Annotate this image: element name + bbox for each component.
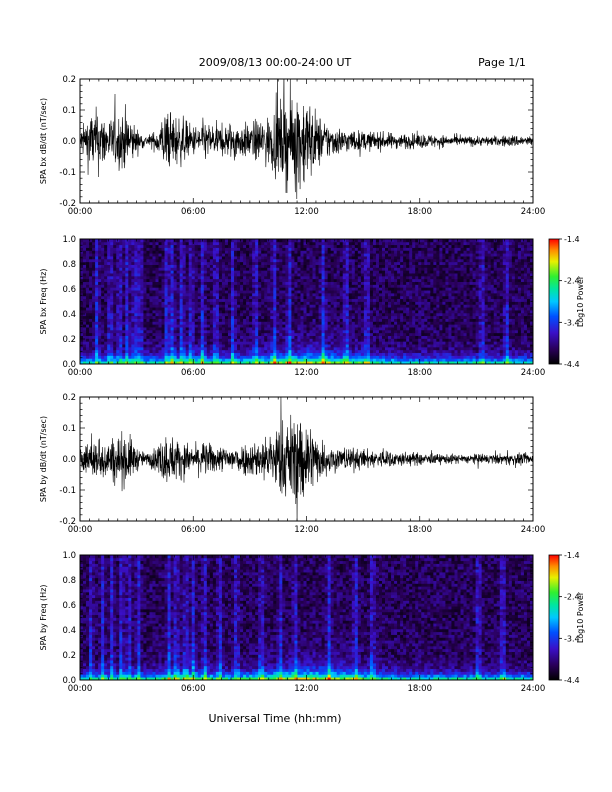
colorbar-gradient (548, 554, 560, 681)
y-tick-label: -0.1 (59, 168, 76, 178)
y-axis: 1.0 0.8 0.6 0.4 0.2 0.0 (62, 235, 533, 370)
colorbar-tick-label: -2.4 (564, 277, 580, 286)
x-tick-label: 18:00 (408, 368, 433, 378)
colorbar-label: Log10 Power (576, 275, 585, 327)
x-tick-label: 18:00 (408, 207, 433, 217)
y-tick-label: 0.2 (62, 75, 76, 85)
panels: 00:00 06:00 12:00 18:00 24:00 0.2 0.1 0.0 -0.1 -0… (39, 75, 585, 694)
x-tick-label: 06:00 (181, 525, 206, 535)
y-axis: 0.2 0.1 0.0 -0.1 -0.2 (59, 393, 533, 527)
colorbar-tick-label: -1.4 (564, 235, 580, 244)
colorbar-tick-label: -3.4 (564, 318, 580, 327)
y-tick-label: -0.2 (59, 517, 76, 527)
y-axis: 0.2 0.1 0.0 -0.1 -0.2 (59, 75, 533, 209)
y-tick-label: 0.0 (62, 455, 76, 465)
y-tick-label: 0.0 (62, 360, 76, 370)
x-tick-label: 06:00 (181, 368, 206, 378)
x-axis-label: Universal Time (hh:mm) (209, 712, 342, 725)
x-tick-label: 24:00 (521, 684, 546, 694)
x-axis: 00:00 06:00 12:00 18:00 24:00 (68, 79, 546, 217)
x-tick-label: 00:00 (68, 207, 93, 217)
y-tick-label: 0.8 (62, 576, 76, 586)
y-tick-label: 0.4 (62, 626, 76, 636)
x-axis: 00:00 06:00 12:00 18:00 24:00 (68, 239, 546, 378)
panel-2: -1.4 -2.4 -3.4 -4.4 Log10 Power 00:00 06:00 12:… (39, 235, 585, 378)
x-tick-label: 12:00 (294, 525, 319, 535)
x-tick-label: 06:00 (181, 684, 206, 694)
y-tick-label: 0.0 (62, 137, 76, 147)
heatmap-cells (80, 239, 534, 365)
figure-title: 2009/08/13 00:00-24:00 UT (199, 56, 352, 69)
x-tick-label: 18:00 (408, 525, 433, 535)
x-tick-label: 24:00 (521, 207, 546, 217)
y-tick-label: 0.2 (62, 393, 76, 403)
x-axis: 00:00 06:00 12:00 18:00 24:00 (68, 555, 546, 694)
panel-3: 00:00 06:00 12:00 18:00 24:00 0.2 0.1 0.0 -0.1 -0… (39, 393, 545, 535)
panel-4: -1.4 -2.4 -3.4 -4.4 Log10 Power 00:00 06:00 12:… (39, 551, 585, 694)
panel-1: 00:00 06:00 12:00 18:00 24:00 0.2 0.1 0.0 -0.1 -0… (39, 75, 546, 217)
colorbar-tick-label: -4.4 (564, 360, 580, 369)
y-tick-label: 1.0 (62, 551, 76, 561)
y-tick-label: 0.8 (62, 260, 76, 270)
y-tick-label: -0.1 (59, 486, 76, 496)
y-tick-label: -0.2 (59, 199, 76, 209)
x-tick-label: 24:00 (521, 525, 546, 535)
x-tick-label: 00:00 (68, 525, 93, 535)
colorbar: -1.4 -2.4 -3.4 -4.4 Log10 Power (548, 235, 585, 369)
colorbar-tick-label: -1.4 (564, 551, 580, 560)
x-tick-label: 12:00 (294, 207, 319, 217)
y-axis: 1.0 0.8 0.6 0.4 0.2 0.0 (62, 551, 533, 686)
y-tick-label: 0.1 (62, 424, 76, 434)
colorbar-gradient (548, 238, 560, 365)
trace-line (80, 79, 533, 199)
y-tick-label: 0.2 (62, 335, 76, 345)
heatmap-cells (80, 555, 534, 681)
x-tick-label: 00:00 (68, 368, 93, 378)
y-tick-label: 0.6 (62, 285, 76, 295)
x-tick-label: 24:00 (521, 368, 546, 378)
x-tick-label: 00:00 (68, 684, 93, 694)
y-tick-label: 0.2 (62, 651, 76, 661)
x-axis: 00:00 06:00 12:00 18:00 24:00 (68, 397, 546, 535)
y-tick-label: 1.0 (62, 235, 76, 245)
y-axis-label: SPA by dB/dt (nT/sec) (39, 416, 48, 502)
y-tick-label: 0.1 (62, 106, 76, 116)
x-tick-label: 06:00 (181, 207, 206, 217)
colorbar-tick-label: -2.4 (564, 593, 580, 602)
trace-line (80, 397, 533, 521)
colorbar: -1.4 -2.4 -3.4 -4.4 Log10 Power (548, 551, 585, 685)
y-axis-label: SPA by Freq (Hz) (39, 585, 48, 651)
x-tick-label: 12:00 (294, 684, 319, 694)
y-axis-label: SPA bx dB/dt (nT/sec) (39, 98, 48, 184)
colorbar-tick-label: -3.4 (564, 634, 580, 643)
y-tick-label: 0.0 (62, 676, 76, 686)
y-tick-label: 0.6 (62, 601, 76, 611)
colorbar-tick-label: -4.4 (564, 676, 580, 685)
page-number: Page 1/1 (478, 56, 526, 69)
y-axis-label: SPA bx Freq (Hz) (39, 269, 48, 335)
x-tick-label: 12:00 (294, 368, 319, 378)
y-tick-label: 0.4 (62, 310, 76, 320)
colorbar-label: Log10 Power (576, 591, 585, 643)
x-tick-label: 18:00 (408, 684, 433, 694)
